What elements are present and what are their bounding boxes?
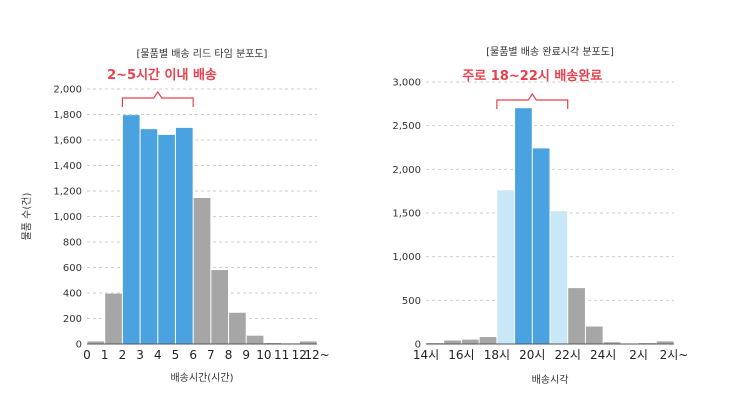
- x-tick-label: 18시: [484, 348, 510, 362]
- histogram-bar: [299, 341, 317, 344]
- chart-title: [물품별 배송 리드 타임 분포도]: [137, 47, 268, 60]
- x-tick-label: 12~: [304, 348, 329, 362]
- y-tick-label: 0: [415, 340, 421, 351]
- x-tick-label: 7: [207, 348, 215, 362]
- x-tick-label: 3: [136, 348, 144, 362]
- x-tick-label: 22시: [555, 348, 581, 362]
- histogram-bar: [246, 335, 264, 344]
- y-tick-label: 3,000: [392, 78, 421, 89]
- y-tick-label: 1,000: [53, 212, 82, 223]
- x-tick-label: 2시~: [660, 348, 689, 362]
- x-tick-label: 1: [101, 348, 109, 362]
- histogram-bar: [603, 342, 621, 344]
- histogram-bar: [515, 108, 532, 344]
- y-tick-label: 1,800: [53, 110, 82, 121]
- lead-time-histogram: [물품별 배송 리드 타임 분포도] 0 200 400 600 800 1,000 1,20…: [21, 47, 330, 384]
- histogram-bar: [532, 148, 550, 344]
- histogram-bar: [264, 342, 282, 344]
- x-tick-label: 10: [256, 348, 271, 362]
- y-tick-label: 0: [76, 340, 82, 351]
- histogram-bar: [656, 341, 674, 344]
- x-tick-label: 6: [189, 348, 197, 362]
- histogram-bar: [479, 337, 497, 344]
- histogram-bar: [585, 326, 603, 344]
- y-tick-label: 2,000: [392, 165, 421, 176]
- annotation-bracket: [496, 92, 569, 109]
- x-axis-label: 배송시간(시간): [170, 372, 233, 384]
- y-tick-label: 1,200: [53, 187, 82, 198]
- x-tick-label: 2시: [629, 348, 648, 362]
- x-tick-label: 16시: [448, 348, 474, 362]
- x-tick-label: 5: [172, 348, 180, 362]
- x-tick-label: 24시: [590, 348, 616, 362]
- y-axis-label: 물품 수(건): [21, 193, 33, 241]
- annotation-bracket: [121, 90, 194, 107]
- y-tick-label: 1,000: [392, 252, 421, 263]
- x-tick-label: 14시: [413, 348, 439, 362]
- histogram-bar: [497, 190, 515, 344]
- x-tick-label: 2: [119, 348, 127, 362]
- histogram-bar: [175, 127, 193, 344]
- x-tick-label: 4: [154, 348, 162, 362]
- y-tick-label: 400: [63, 289, 82, 300]
- y-tick-label: 1,500: [392, 209, 421, 220]
- annotation-label: 주로 18~22시 배송완료: [462, 68, 602, 84]
- x-axis-label: 배송시각: [532, 374, 569, 386]
- y-tick-label: 800: [63, 238, 82, 249]
- histogram-bar: [444, 340, 461, 344]
- x-tick-label: 9: [242, 348, 250, 362]
- histogram-bar: [122, 115, 140, 344]
- y-tick-label: 2,500: [392, 121, 421, 132]
- y-tick-label: 1,600: [53, 136, 82, 147]
- histogram-bar: [550, 211, 568, 344]
- x-tick-label: 12: [292, 348, 307, 362]
- x-tick-label: 20시: [519, 348, 545, 362]
- histogram-bar: [229, 312, 246, 344]
- annotation-label: 2~5시간 이내 배송: [107, 67, 217, 83]
- histogram-bar: [193, 198, 211, 344]
- y-tick-label: 500: [402, 296, 421, 307]
- histogram-bar: [87, 341, 105, 344]
- x-tick-label: 11: [274, 348, 289, 362]
- chart-title: [물품별 배송 완료시각 분포도]: [486, 46, 614, 58]
- histogram-bar: [568, 288, 585, 344]
- y-tick-label: 600: [63, 263, 82, 274]
- x-tick-label: 0: [83, 348, 91, 362]
- histogram-bar: [211, 270, 229, 344]
- x-tick-label: 8: [225, 348, 233, 362]
- y-tick-label: 200: [63, 314, 82, 325]
- histogram-bar: [461, 339, 479, 344]
- completion-time-histogram: [물품별 배송 완료시각 분포도] 0 500 1,000 1,500 2,000 2,50…: [392, 46, 689, 386]
- histogram-bar: [158, 134, 175, 344]
- y-tick-label: 1,400: [53, 161, 82, 172]
- histogram-bar: [140, 129, 158, 344]
- y-tick-label: 2,000: [53, 85, 82, 96]
- histogram-bar: [105, 293, 122, 344]
